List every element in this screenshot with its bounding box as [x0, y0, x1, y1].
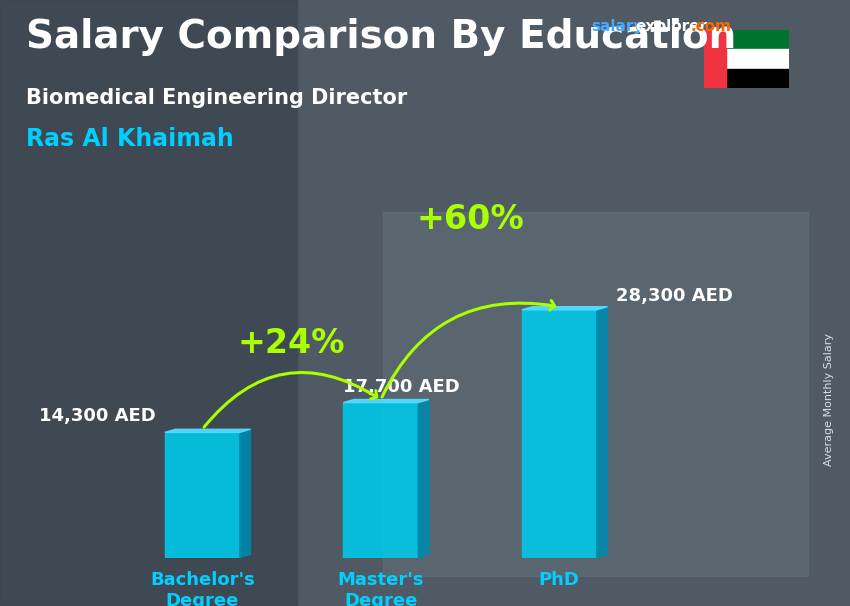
Bar [382, 212, 808, 576]
Polygon shape [522, 307, 608, 310]
Bar [704, 30, 789, 50]
Text: +60%: +60% [416, 203, 524, 236]
Text: Ras Al Khaimah: Ras Al Khaimah [26, 127, 233, 152]
Text: 28,300 AED: 28,300 AED [616, 287, 734, 305]
Polygon shape [418, 399, 429, 558]
Bar [165, 432, 240, 558]
Bar [704, 30, 727, 88]
Text: explorer: explorer [636, 19, 708, 35]
Text: Biomedical Engineering Director: Biomedical Engineering Director [26, 88, 407, 108]
Text: salary: salary [591, 19, 643, 35]
Polygon shape [597, 307, 608, 558]
Bar [704, 68, 789, 88]
Bar [298, 0, 850, 606]
Text: .com: .com [690, 19, 731, 35]
Text: 17,700 AED: 17,700 AED [343, 378, 460, 396]
Text: Salary Comparison By Education: Salary Comparison By Education [26, 18, 736, 56]
Polygon shape [240, 429, 251, 558]
Text: 14,300 AED: 14,300 AED [39, 407, 156, 425]
Bar [522, 310, 597, 558]
Bar [343, 402, 418, 558]
Bar [0, 0, 298, 606]
Text: Average Monthly Salary: Average Monthly Salary [824, 333, 834, 467]
Polygon shape [165, 429, 251, 432]
Text: +24%: +24% [238, 327, 345, 361]
Bar [704, 50, 789, 68]
Polygon shape [343, 399, 429, 402]
